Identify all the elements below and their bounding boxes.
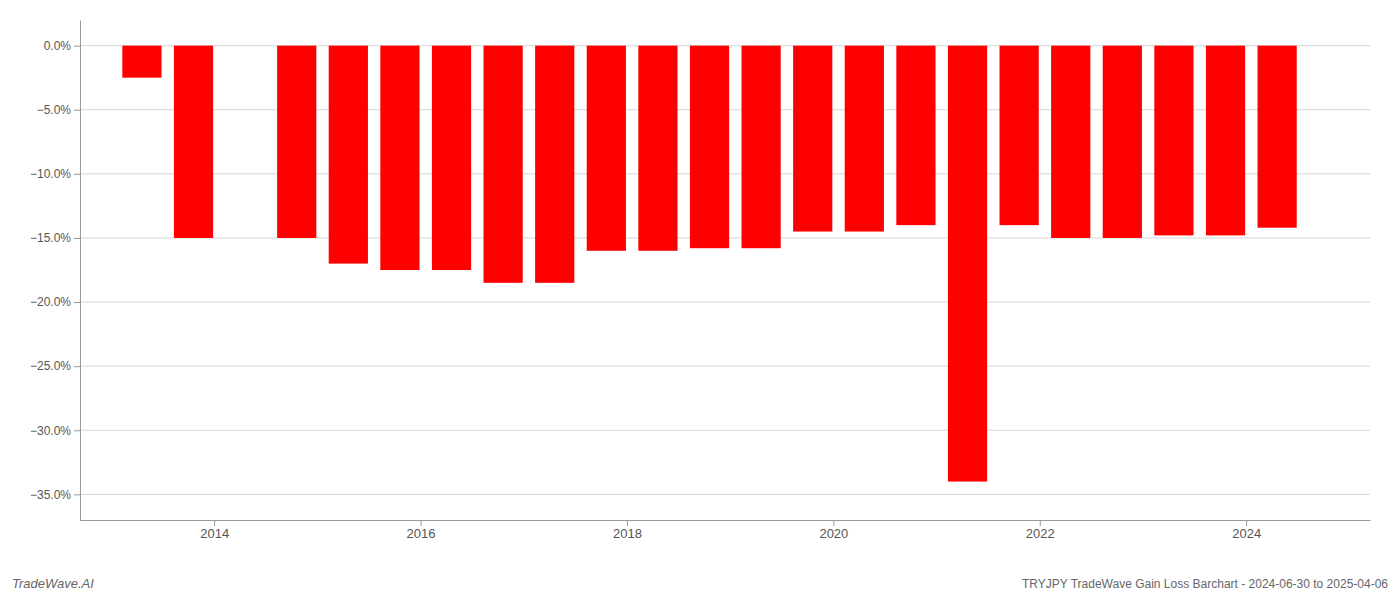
y-tick: −15.0% <box>30 231 80 245</box>
x-tick-label: 2018 <box>613 526 642 541</box>
x-tick: 2024 <box>1232 520 1261 541</box>
annotation: TRYJPY TradeWave Gain Loss Barchart - 20… <box>1022 577 1388 591</box>
y-tick: −20.0% <box>30 295 80 309</box>
y-tick: −35.0% <box>30 488 80 502</box>
x-tick-label: 2016 <box>407 526 436 541</box>
x-tick: 2018 <box>613 520 642 541</box>
y-tick: 0.0% <box>44 39 80 53</box>
x-tick-mark <box>214 520 215 526</box>
x-tick: 2022 <box>1026 520 1055 541</box>
y-tick: −10.0% <box>30 167 80 181</box>
y-axis-line <box>80 21 81 521</box>
bar <box>587 46 626 251</box>
chart: 0.0% −5.0% −10.0% −15.0% −20.0% −25.0% −30.0% −… <box>0 0 1400 600</box>
x-axis-line <box>81 520 1371 521</box>
x-tick: 2014 <box>200 520 229 541</box>
bar <box>535 46 574 283</box>
y-tick-mark <box>74 238 80 239</box>
y-tick-mark <box>74 366 80 367</box>
bar <box>1000 46 1039 225</box>
bars <box>122 46 1296 482</box>
bar <box>793 46 832 232</box>
x-tick-label: 2020 <box>819 526 848 541</box>
bar <box>484 46 523 283</box>
y-tick-mark <box>74 494 80 495</box>
x-tick-mark <box>1246 520 1247 526</box>
y-tick-mark <box>74 110 80 111</box>
annotation: TradeWave.AI <box>12 576 94 591</box>
x-tick-mark <box>1040 520 1041 526</box>
x-tick-label: 2024 <box>1232 526 1261 541</box>
bar <box>380 46 419 270</box>
bar <box>277 46 316 238</box>
bar <box>896 46 935 225</box>
x-tick-mark <box>421 520 422 526</box>
bar <box>638 46 677 251</box>
y-tick: −25.0% <box>30 359 80 373</box>
y-tick: −5.0% <box>37 103 80 117</box>
bar <box>742 46 781 249</box>
y-tick-label: −5.0% <box>37 103 72 117</box>
y-tick-label: −30.0% <box>30 424 71 438</box>
y-axis: 0.0% −5.0% −10.0% −15.0% −20.0% −25.0% −30.0% −… <box>30 21 81 521</box>
bar <box>948 46 987 482</box>
grid-line <box>80 366 1370 367</box>
grid-line <box>80 302 1370 303</box>
x-tick-label: 2014 <box>200 526 229 541</box>
y-tick-label: −20.0% <box>30 295 71 309</box>
y-tick-label: −10.0% <box>30 167 71 181</box>
bar <box>1154 46 1193 236</box>
x-tick-mark <box>833 520 834 526</box>
y-tick-mark <box>74 302 80 303</box>
grid-line <box>80 430 1370 431</box>
y-tick: −30.0% <box>30 424 80 438</box>
bar <box>122 46 161 78</box>
y-tick-mark <box>74 174 80 175</box>
x-tick-mark <box>627 520 628 526</box>
grid <box>80 46 1370 495</box>
x-tick: 2020 <box>819 520 848 541</box>
y-tick-label: −15.0% <box>30 231 71 245</box>
y-tick-mark <box>74 46 80 47</box>
bar <box>1103 46 1142 238</box>
bar <box>1051 46 1090 238</box>
grid-line <box>80 494 1370 495</box>
bar <box>432 46 471 270</box>
y-tick-label: −25.0% <box>30 359 71 373</box>
x-axis: 2014 2016 2018 2020 2022 2024 <box>81 520 1371 541</box>
x-tick: 2016 <box>407 520 436 541</box>
bar <box>329 46 368 264</box>
bar <box>845 46 884 232</box>
bar <box>1206 46 1245 236</box>
x-tick-label: 2022 <box>1026 526 1055 541</box>
y-tick-mark <box>74 430 80 431</box>
bar <box>174 46 213 238</box>
bar <box>1258 46 1297 228</box>
y-tick-label: −35.0% <box>30 488 71 502</box>
y-tick-label: 0.0% <box>44 39 72 53</box>
bar <box>690 46 729 249</box>
